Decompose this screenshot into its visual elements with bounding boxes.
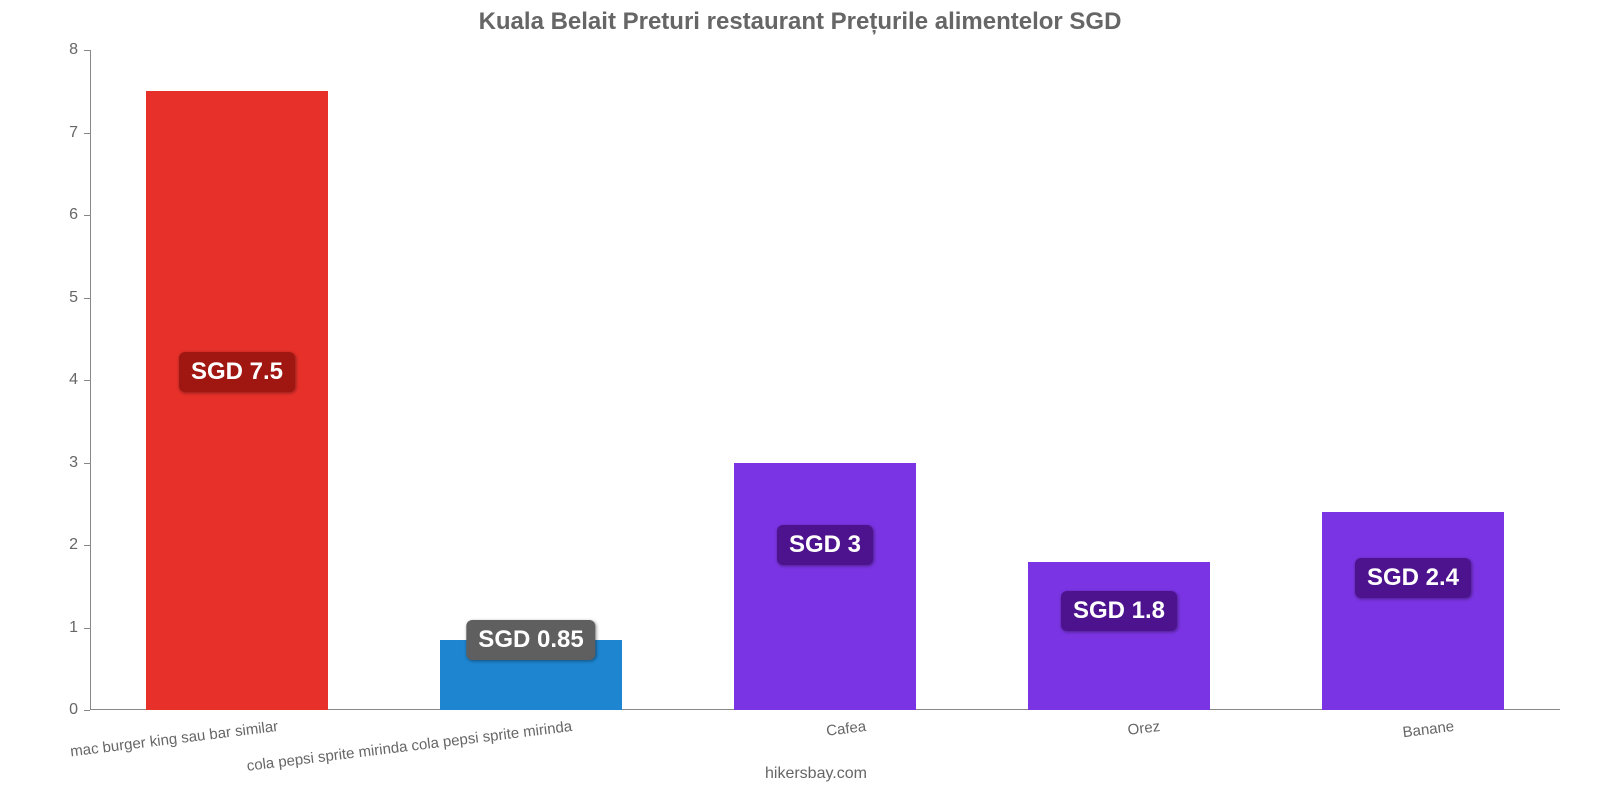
value-badge: SGD 3 [777, 525, 873, 565]
bar [1028, 562, 1210, 711]
plot-area: 012345678SGD 7.5mac burger king sau bar … [90, 50, 1560, 710]
y-tick [84, 133, 90, 134]
chart-title: Kuala Belait Preturi restaurant Prețuril… [0, 8, 1600, 36]
bar [146, 91, 328, 710]
y-tick-label: 6 [38, 206, 78, 224]
x-axis-label: Banane [1402, 718, 1455, 741]
y-tick-label: 0 [38, 701, 78, 719]
y-tick [84, 710, 90, 711]
y-tick [84, 628, 90, 629]
y-axis [90, 50, 91, 710]
y-tick [84, 215, 90, 216]
value-badge: SGD 1.8 [1061, 591, 1177, 631]
y-tick [84, 298, 90, 299]
value-badge: SGD 2.4 [1355, 558, 1471, 598]
bar [1322, 512, 1504, 710]
y-tick [84, 545, 90, 546]
y-tick-label: 1 [38, 619, 78, 637]
x-axis-label: Orez [1127, 718, 1161, 739]
value-badge: SGD 7.5 [179, 352, 295, 392]
bar [734, 463, 916, 711]
y-tick-label: 8 [38, 41, 78, 59]
y-tick-label: 4 [38, 371, 78, 389]
attribution-text: hikersbay.com [765, 765, 867, 783]
y-tick [84, 50, 90, 51]
y-tick [84, 463, 90, 464]
x-axis-label: Cafea [825, 718, 867, 740]
y-tick-label: 5 [38, 289, 78, 307]
y-tick-label: 2 [38, 536, 78, 554]
value-badge: SGD 0.85 [466, 620, 595, 660]
y-tick [84, 380, 90, 381]
y-tick-label: 3 [38, 454, 78, 472]
y-tick-label: 7 [38, 124, 78, 142]
x-axis-label: cola pepsi sprite mirinda cola pepsi spr… [246, 718, 573, 775]
x-axis-label: mac burger king sau bar similar [69, 718, 279, 760]
